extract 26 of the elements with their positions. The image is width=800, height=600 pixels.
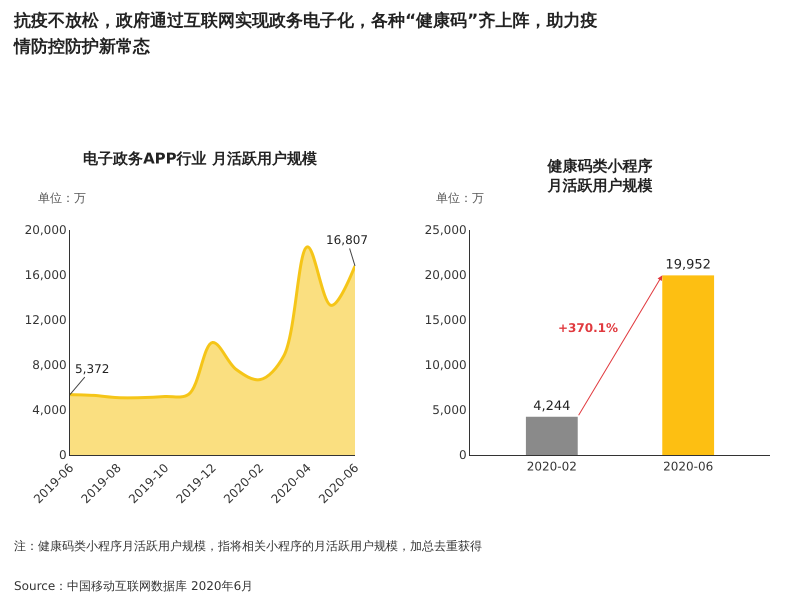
- y-tick-label: 0: [458, 448, 467, 462]
- text: 注：健康码类小程序月活跃用户规模，指将相关小程序的月活跃用户规模，加总去重获得: [14, 538, 483, 555]
- y-tick-label: 0: [58, 448, 67, 462]
- y-tick-label: 12,000: [24, 313, 67, 328]
- source-note: Source：中国移动互联网数据库 2020年6月: [14, 578, 254, 595]
- y-tick-label: 16,000: [24, 268, 67, 282]
- x-tick-label: 2020-02: [526, 459, 577, 474]
- text: 单位：万: [436, 191, 484, 205]
- y-tick-label: 5,000: [432, 403, 467, 418]
- chart-title: 健康码类小程序月活跃用户规模: [546, 157, 654, 194]
- y-tick-label: 10,000: [424, 358, 467, 372]
- data-label: 4,244: [533, 398, 570, 414]
- y-tick-label: 20,000: [24, 223, 67, 238]
- y-tick-label: 4,000: [32, 403, 67, 418]
- data-label: 5,372: [75, 362, 110, 376]
- y-tick-label: 8,000: [32, 358, 67, 372]
- y-tick-label: 25,000: [424, 223, 467, 238]
- chart-subtitle: 电子政务APP行业 月活跃用户规模: [83, 150, 318, 168]
- text: 单位：万: [38, 191, 86, 205]
- annotation: +370.1%: [558, 321, 618, 335]
- y-tick-label: 15,000: [424, 313, 467, 328]
- x-tick-label: 2020-06: [663, 459, 714, 474]
- data-label: 19,952: [665, 257, 711, 272]
- y-tick-label: 20,000: [424, 268, 467, 282]
- chart-title: 抗疫不放松，政府通过互联网实现政务电子化，各种“健康码”齐上阵，助力疫情防控防护新常态: [14, 10, 598, 59]
- data-label: 16,807: [326, 233, 368, 247]
